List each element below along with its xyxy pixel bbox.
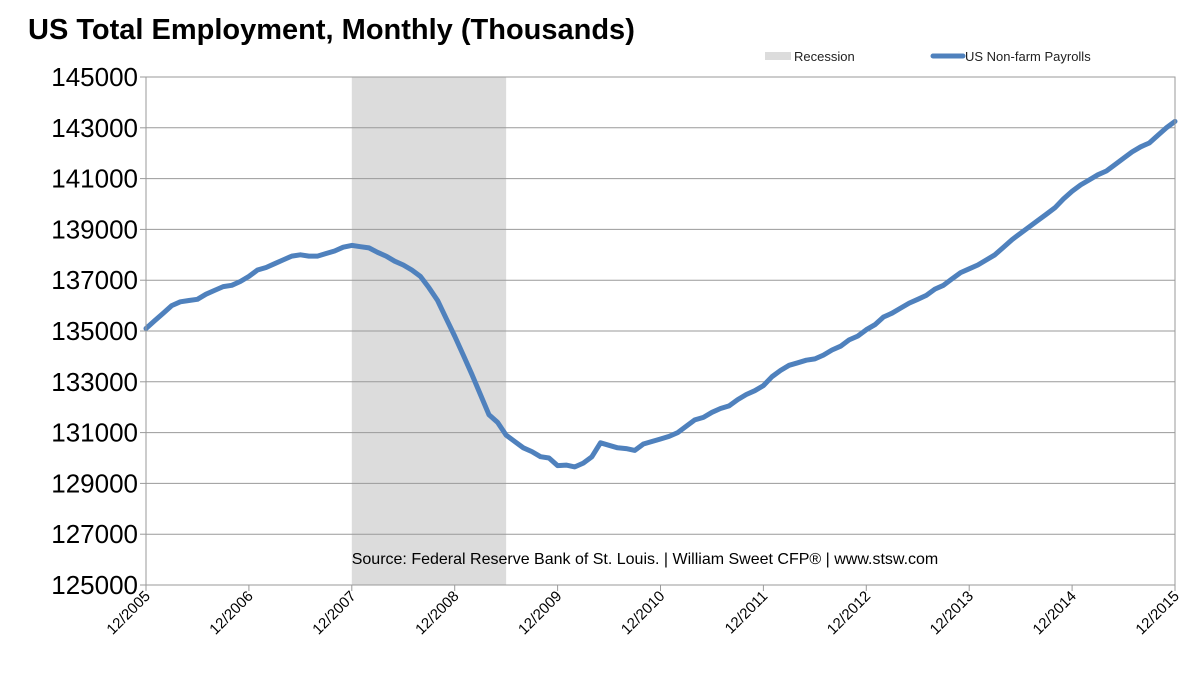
y-tick-label: 129000	[51, 468, 138, 498]
y-tick-label: 135000	[51, 316, 138, 346]
y-tick-label: 145000	[51, 62, 138, 92]
y-axis-ticks: 145000 143000 141000 139000 137000 135000 1330…	[51, 62, 146, 600]
legend-recession-label: Recession	[794, 49, 855, 64]
chart-title: US Total Employment, Monthly (Thousands)	[28, 14, 635, 46]
y-tick-label: 141000	[51, 164, 138, 194]
y-tick-label: 127000	[51, 519, 138, 549]
y-tick-label: 137000	[51, 265, 138, 295]
legend: Recession US Non-farm Payrolls	[765, 49, 1091, 64]
y-tick-label: 131000	[51, 418, 138, 448]
y-tick-label: 143000	[51, 113, 138, 143]
legend-series-label: US Non-farm Payrolls	[965, 49, 1091, 64]
gridlines	[146, 127, 1175, 535]
source-note: Source: Federal Reserve Bank of St. Loui…	[352, 551, 939, 568]
y-tick-label: 125000	[51, 570, 138, 600]
y-tick-label: 133000	[51, 367, 138, 397]
legend-recession-swatch	[765, 52, 791, 60]
y-tick-label: 139000	[51, 214, 138, 244]
series-line-nonfarm-payrolls	[143, 118, 1178, 470]
plot-frame	[145, 76, 1176, 586]
